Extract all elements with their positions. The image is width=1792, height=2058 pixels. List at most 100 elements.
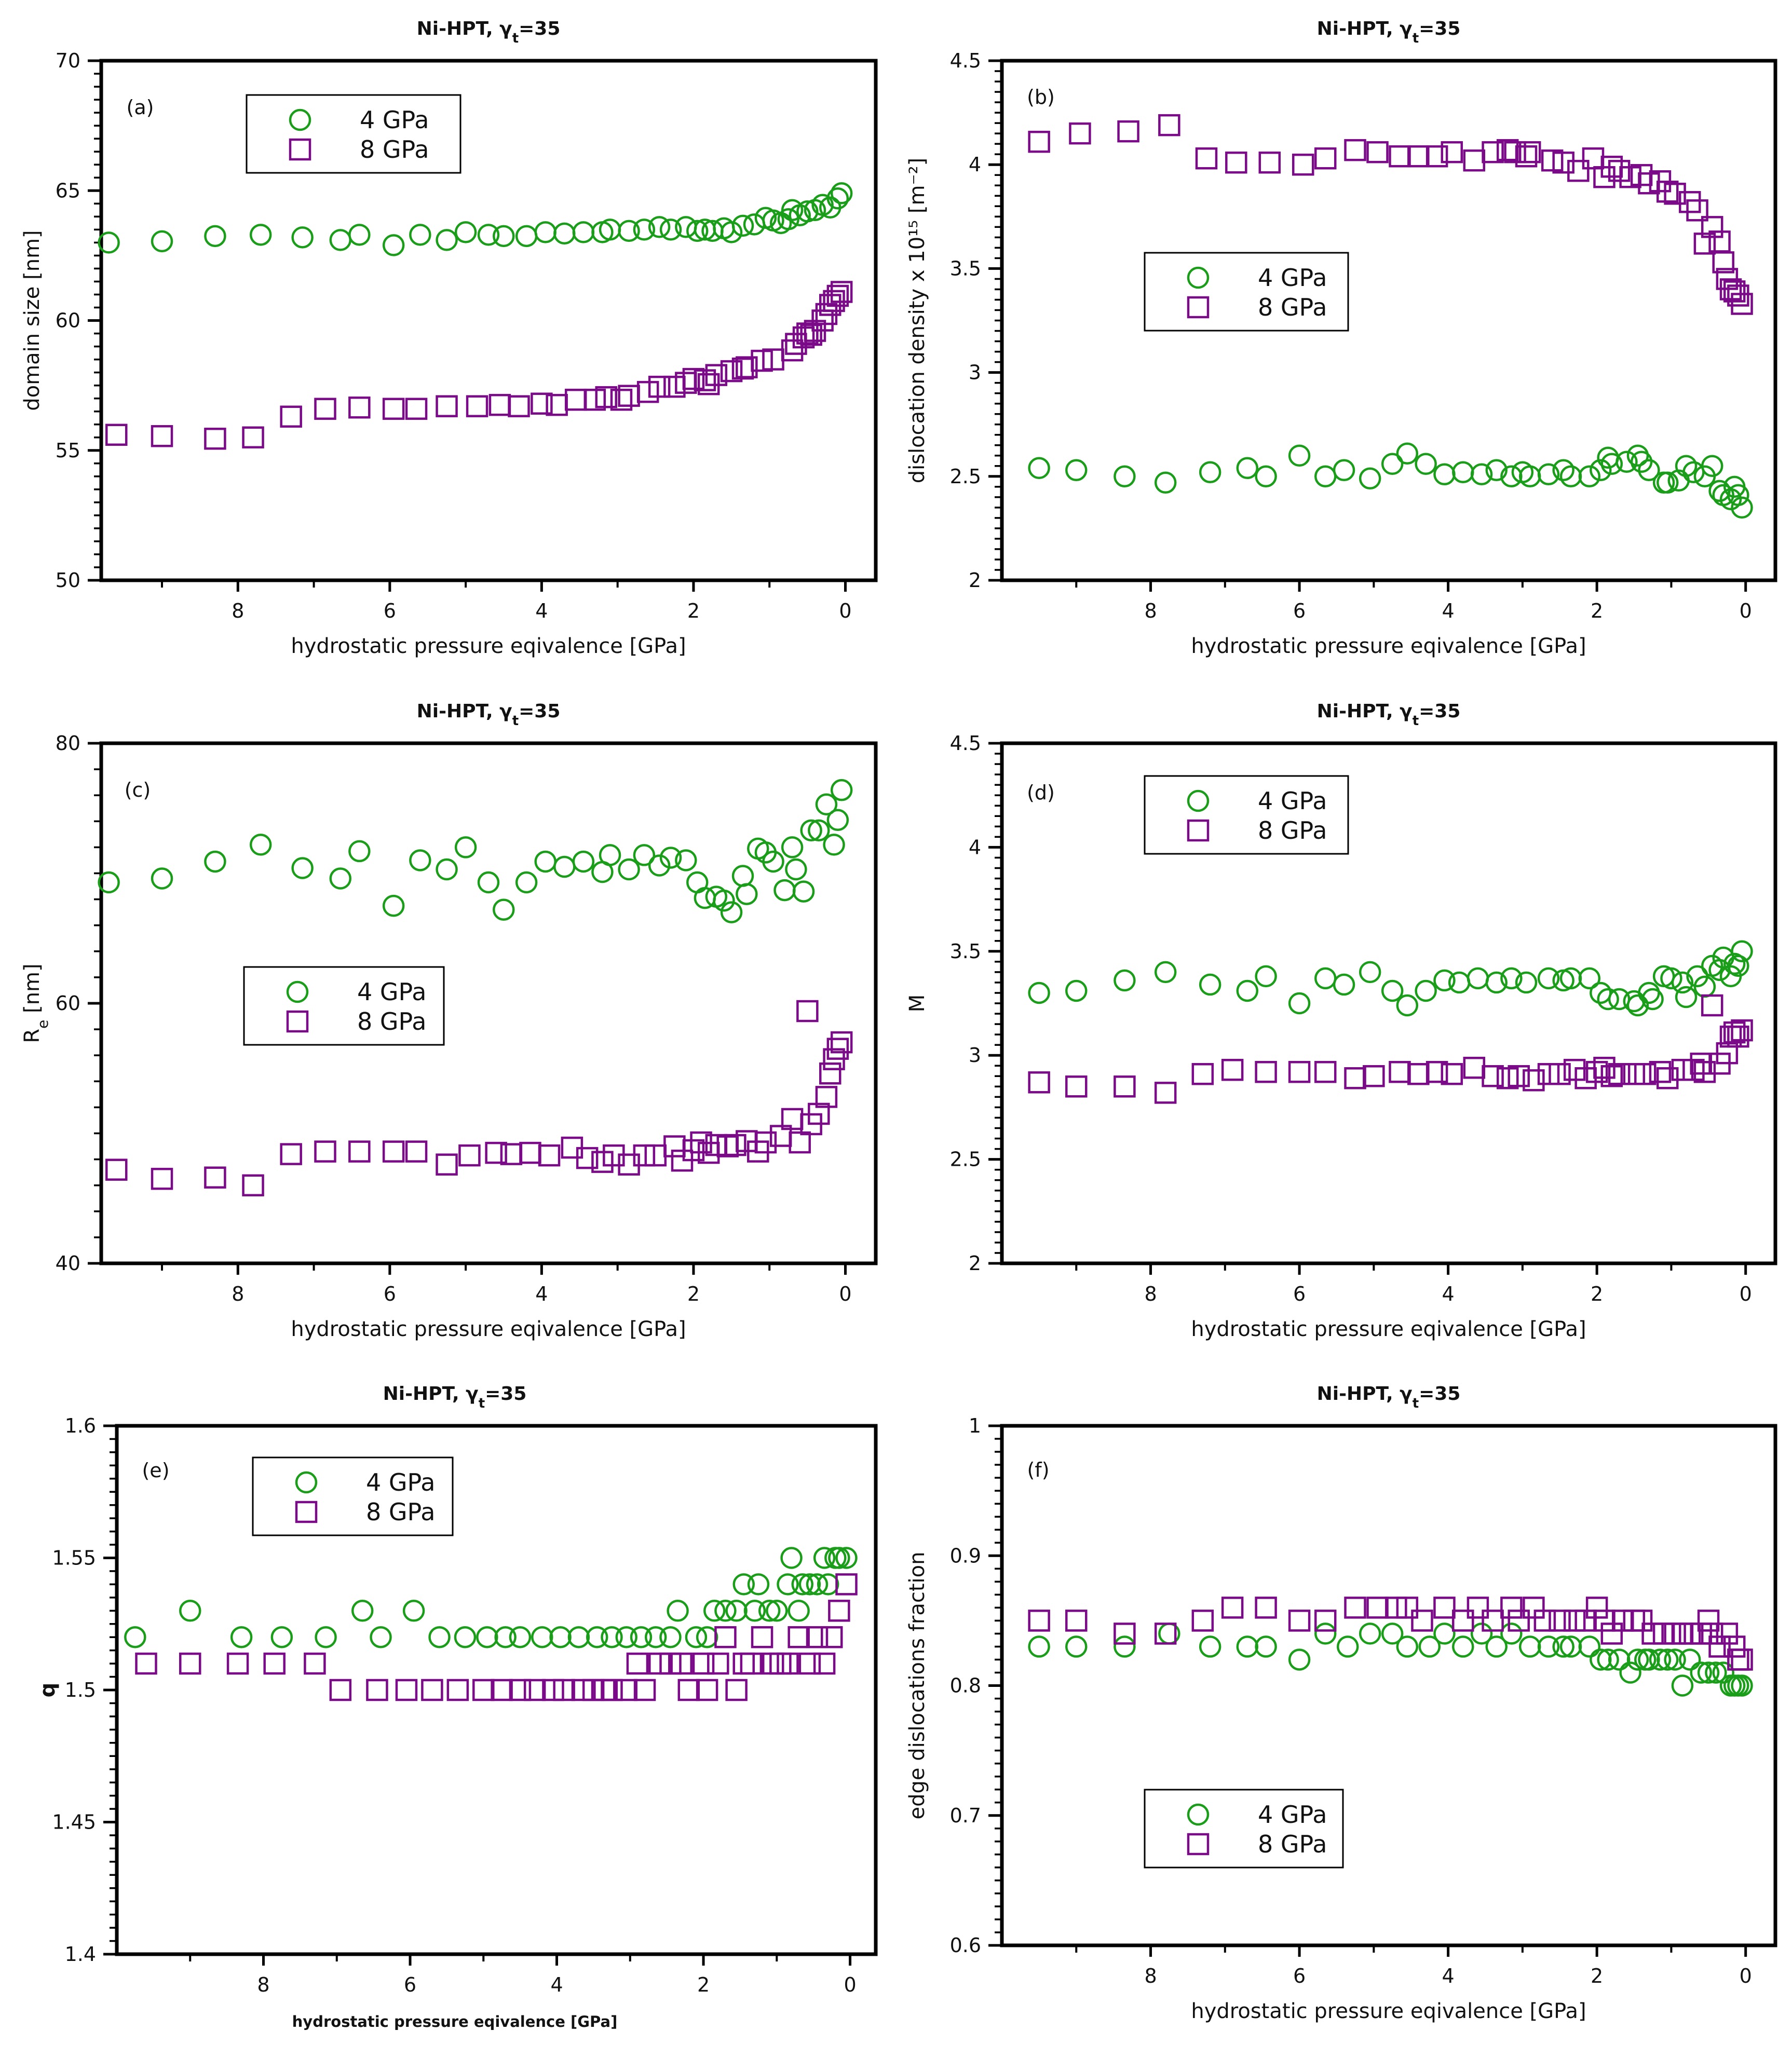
data-point-circle: [477, 224, 500, 246]
data-point-circle: [1697, 1661, 1720, 1684]
data-point-circle: [1433, 969, 1456, 992]
data-point-square: [796, 322, 819, 345]
data-point-circle: [1065, 459, 1088, 482]
legend-marker-square: [295, 1501, 318, 1523]
data-point-square: [1727, 1025, 1749, 1048]
chart-title-suffix: =35: [1419, 701, 1460, 722]
x-tick-label: 4: [1442, 599, 1455, 622]
data-point-square: [1693, 1061, 1716, 1083]
y-axis-label: edge dislocations fraction: [905, 1552, 929, 1820]
data-point-circle: [1701, 455, 1723, 478]
data-point-circle: [382, 894, 405, 917]
data-point-circle: [1467, 967, 1489, 990]
x-tick-label: 2: [1591, 599, 1603, 622]
data-point-square: [736, 356, 758, 378]
data-point-square: [1608, 1063, 1631, 1085]
data-point-square: [1693, 233, 1716, 255]
data-point-square: [1657, 1067, 1679, 1089]
data-point-square: [1366, 1597, 1389, 1619]
data-point-square: [725, 1679, 748, 1701]
data-point-circle: [534, 221, 556, 243]
data-point-square: [724, 1134, 746, 1156]
y-tick-label: 3.5: [950, 257, 981, 280]
data-point-circle: [758, 1600, 781, 1622]
data-point-square: [1552, 151, 1574, 174]
data-point-circle: [1552, 459, 1574, 482]
panel-label: (c): [125, 779, 151, 801]
data-point-square: [348, 1140, 371, 1163]
series-8gpa: [105, 1000, 853, 1196]
x-tick-label: 2: [1591, 1283, 1603, 1305]
chart-title-main: Ni-HPT, γ: [1317, 18, 1413, 39]
data-point-circle: [509, 1626, 532, 1648]
data-point-circle: [659, 219, 682, 241]
data-point-circle: [249, 224, 272, 246]
data-point-circle: [725, 1600, 748, 1622]
legend-label-4gpa: 4 GPa: [1258, 1801, 1327, 1829]
chart-title: Ni-HPT, γt=35: [417, 18, 561, 46]
data-point-circle: [409, 849, 431, 871]
data-point-square: [1541, 149, 1564, 172]
data-point-circle: [1314, 1623, 1337, 1645]
data-point-circle: [454, 221, 477, 243]
data-point-square: [696, 1679, 718, 1701]
data-point-circle: [1590, 459, 1612, 482]
data-point-square: [1731, 293, 1753, 315]
data-point-square: [1288, 1610, 1311, 1632]
x-tick-label: 6: [384, 1283, 396, 1305]
data-point-circle: [1485, 459, 1508, 482]
data-point-circle: [1537, 1636, 1560, 1658]
data-point-circle: [1415, 979, 1437, 1002]
data-point-circle: [1500, 967, 1523, 990]
data-point-square: [395, 1679, 418, 1701]
data-point-square: [720, 360, 743, 383]
chart-panel-d: Ni-HPT, γt=35 8 6 4 2 0 2 2.5 3 3.5 4 4.5 hydrostati…: [905, 701, 1777, 1341]
data-point-square: [796, 1000, 819, 1023]
data-point-square: [1426, 1061, 1448, 1083]
data-point-circle: [800, 819, 822, 842]
data-point-square: [1028, 130, 1050, 153]
legend-label-4gpa: 4 GPa: [1258, 787, 1327, 815]
data-point-circle: [1199, 973, 1221, 996]
data-point-square: [707, 1652, 729, 1675]
data-point-square: [1671, 1623, 1694, 1645]
chart-title-subscript: t: [512, 713, 519, 729]
legend-box: [252, 1456, 454, 1536]
data-point-square: [1255, 1597, 1277, 1619]
y-tick-label: 40: [56, 1252, 80, 1275]
data-point-square: [826, 1038, 849, 1060]
data-point-square: [800, 323, 822, 346]
y-tick-label: 1.4: [65, 1943, 96, 1966]
data-point-circle: [780, 1547, 803, 1569]
y-tick-label: 3.5: [950, 940, 981, 963]
data-point-square: [1678, 191, 1701, 213]
legend-box: [1144, 1789, 1344, 1869]
data-point-circle: [732, 1573, 755, 1596]
data-point-circle: [1359, 1623, 1381, 1645]
data-point-square: [523, 1679, 546, 1701]
data-point-circle: [454, 1626, 477, 1648]
chart-title-suffix: =35: [519, 701, 560, 722]
chart-title: Ni-HPT, γt=35: [1317, 701, 1461, 729]
data-point-square: [682, 1139, 705, 1162]
data-point-circle: [817, 1573, 839, 1596]
data-point-circle: [1485, 1636, 1508, 1658]
data-point-circle: [1731, 496, 1753, 519]
data-point-square: [595, 386, 617, 408]
data-point-square: [405, 398, 428, 420]
data-point-square: [491, 1679, 513, 1701]
data-point-square: [813, 1652, 836, 1675]
chart-title-subscript: t: [512, 31, 519, 46]
data-point-circle: [1671, 971, 1694, 994]
data-point-circle: [720, 901, 743, 923]
data-point-circle: [1336, 1636, 1359, 1658]
data-point-circle: [1537, 463, 1560, 486]
data-point-circle: [696, 1626, 718, 1648]
data-point-circle: [773, 879, 796, 902]
data-point-circle: [1114, 465, 1136, 488]
data-point-square: [1154, 1082, 1177, 1104]
y-tick-label: 0.9: [950, 1544, 981, 1567]
data-point-circle: [785, 858, 807, 881]
